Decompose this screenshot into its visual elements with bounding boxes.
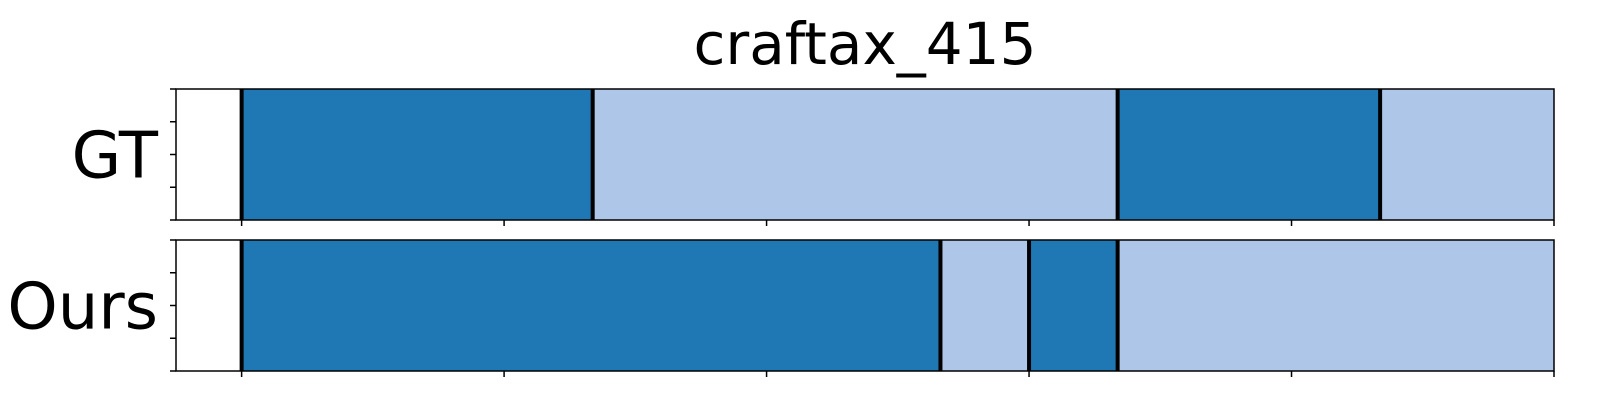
segment-bar (940, 240, 1030, 371)
segment-bar (1117, 89, 1381, 220)
segment-bar (1029, 240, 1118, 371)
row-label: GT (72, 120, 159, 194)
segment-bar (1117, 240, 1554, 371)
rows-group: GT Ours (7, 88, 1555, 377)
segment-bar (241, 240, 941, 371)
segment-bar (241, 89, 593, 220)
chart-title: craftax_415 (694, 10, 1037, 78)
segment-bar (1380, 89, 1554, 220)
segment-bar (592, 89, 1118, 220)
row-label: Ours (7, 271, 158, 345)
